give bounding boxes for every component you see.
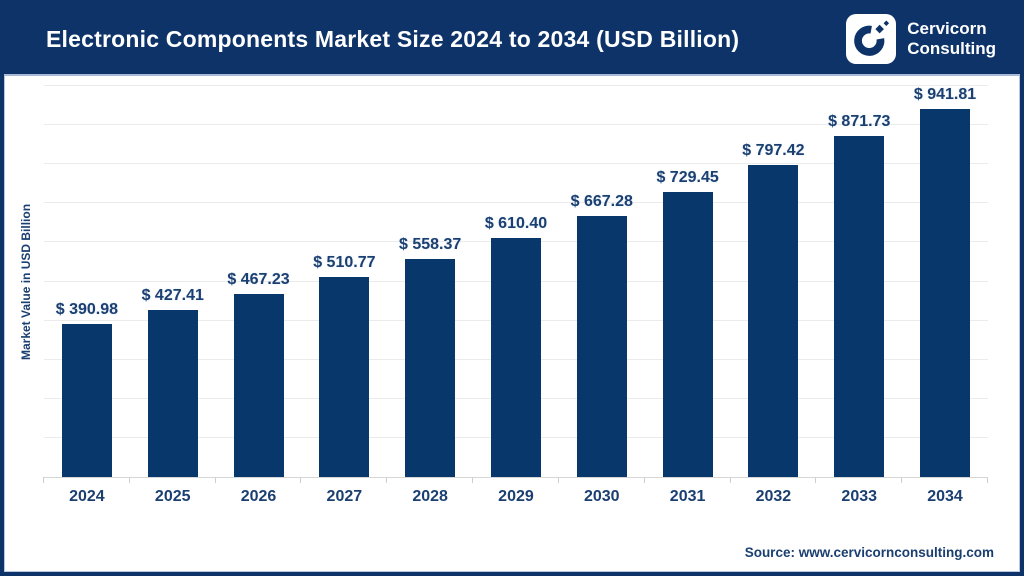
- axis-tick: [216, 477, 302, 483]
- bar-value-label: $ 797.42: [742, 142, 805, 160]
- logo-text: Cervicorn Consulting: [907, 19, 996, 58]
- x-tick-label: 2030: [583, 488, 620, 505]
- bar: [748, 165, 799, 477]
- bar-columns: $ 390.98 $ 427.41 $ 467.23 $ 510.77 $ 558.37…: [44, 86, 988, 477]
- x-axis-labels: 2024 2025 2026 2027 2028 2029 2030 2031 2032 2033…: [44, 488, 988, 506]
- axis-tick: [130, 477, 216, 483]
- bar-column: $ 558.37: [387, 86, 473, 477]
- source-text: Source: www.cervicornconsulting.com: [744, 545, 994, 560]
- gridline: [44, 202, 988, 204]
- bar: [147, 309, 198, 477]
- chart-title: Electronic Components Market Size 2024 t…: [46, 25, 740, 52]
- bar-value-label: $ 941.81: [913, 86, 977, 103]
- bar: [233, 294, 284, 477]
- x-tick-label: 2033: [841, 488, 878, 505]
- logo-box: [846, 14, 897, 64]
- logo-line2: Consulting: [907, 39, 996, 58]
- x-tick-label: 2032: [755, 488, 792, 505]
- footer: Source: www.cervicornconsulting.com: [4, 506, 1020, 572]
- x-tick-label: 2028: [412, 488, 448, 505]
- bar-column: $ 729.45: [645, 86, 731, 477]
- bar: [834, 136, 885, 477]
- bar-column: $ 871.73: [816, 86, 902, 477]
- bar: [61, 324, 112, 477]
- bar: [920, 109, 971, 477]
- bar-column: $ 467.23: [216, 86, 302, 477]
- header-bar: Electronic Components Market Size 2024 t…: [4, 4, 1020, 76]
- bar-column: $ 390.98: [44, 86, 130, 477]
- bar: [662, 191, 713, 477]
- axis-tick: [816, 477, 903, 483]
- plot-area: $ 390.98 $ 427.41 $ 467.23 $ 510.77 $ 558.37…: [43, 85, 988, 483]
- bar-column: $ 797.42: [731, 86, 817, 477]
- bar-column: $ 427.41: [130, 86, 216, 477]
- gridline: [44, 124, 988, 126]
- axis-tick: [44, 477, 130, 483]
- y-axis-label: Market Value in USD Billion: [19, 203, 33, 361]
- x-tick-label: 2026: [240, 488, 277, 505]
- bar-value-label: $ 558.37: [399, 235, 462, 253]
- axis-tick: [473, 477, 559, 483]
- chart-area: Market Value in USD Billion $ 390.98 $ 42…: [4, 76, 1020, 506]
- axis-tick: [301, 477, 388, 483]
- x-tick-label: 2025: [154, 488, 191, 505]
- bar-column: $ 610.40: [473, 86, 559, 477]
- bar-value-label: $ 427.41: [141, 286, 204, 304]
- bar: [405, 258, 456, 477]
- bar: [319, 277, 370, 477]
- x-tick-label: 2027: [326, 488, 363, 505]
- logo-line1: Cervicorn: [907, 19, 987, 39]
- bar-value-label: $ 467.23: [227, 271, 290, 289]
- cervicorn-c-icon: [854, 20, 890, 56]
- gridline: [44, 163, 988, 165]
- x-tick-label: 2031: [669, 488, 706, 505]
- bar-column: $ 941.81: [902, 86, 988, 477]
- bar: [576, 216, 627, 477]
- bar-column: $ 510.77: [301, 86, 387, 477]
- axis-tick: [731, 477, 817, 483]
- x-tick-label: 2029: [498, 488, 534, 505]
- bar-value-label: $ 871.73: [828, 113, 891, 131]
- bar-value-label: $ 510.77: [313, 254, 376, 272]
- gridline: [44, 85, 988, 86]
- axis-ticks: [43, 477, 988, 483]
- bar-value-label: $ 610.40: [484, 215, 548, 233]
- axis-tick: [387, 477, 474, 483]
- bar-value-label: $ 667.28: [570, 193, 633, 211]
- bar-value-label: $ 390.98: [55, 301, 119, 319]
- x-tick-label: 2024: [69, 488, 105, 505]
- axis-tick: [559, 477, 645, 483]
- bar-value-label: $ 729.45: [656, 168, 719, 186]
- bar-column: $ 667.28: [559, 86, 645, 477]
- x-tick-label: 2034: [927, 488, 963, 505]
- axis-tick: [645, 477, 731, 483]
- axis-tick: [902, 477, 988, 483]
- bar: [490, 238, 541, 477]
- brand-logo: Cervicorn Consulting: [846, 14, 996, 64]
